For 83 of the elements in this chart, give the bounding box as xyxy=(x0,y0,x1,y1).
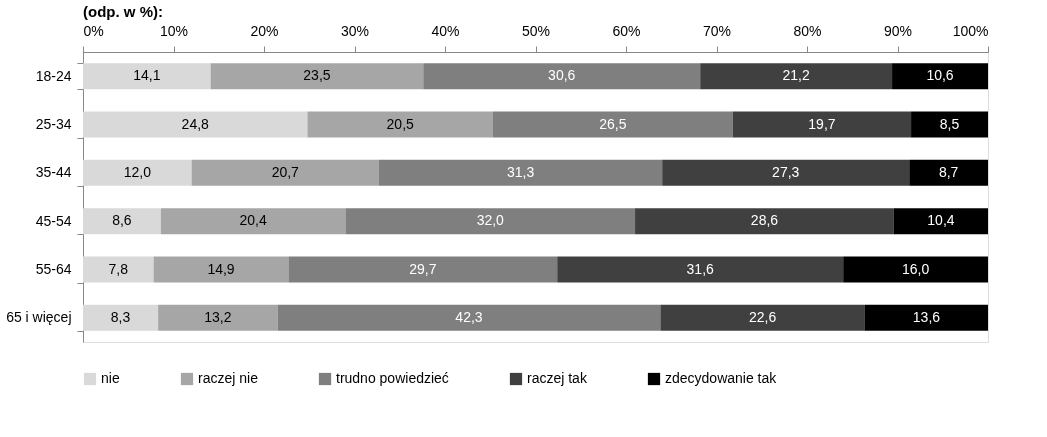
chart-title: (odp. w %): xyxy=(83,3,163,20)
data-label: 19,7 xyxy=(808,115,836,132)
bar xyxy=(492,111,733,138)
x-tick-label: 10% xyxy=(159,22,189,39)
data-label: 14,1 xyxy=(133,67,161,84)
bar xyxy=(83,256,154,283)
data-label: 16,0 xyxy=(901,260,930,277)
bar xyxy=(210,63,424,90)
bar xyxy=(423,63,701,90)
bar xyxy=(911,111,988,138)
legend-label: nie xyxy=(101,370,120,386)
data-label: 10,6 xyxy=(926,67,954,84)
bar xyxy=(864,304,988,331)
bar xyxy=(660,304,865,331)
bar xyxy=(892,63,988,90)
data-label: 23,5 xyxy=(303,67,331,84)
data-label: 26,5 xyxy=(599,115,627,132)
data-label: 8,6 xyxy=(112,212,132,229)
data-label: 20,4 xyxy=(239,212,267,229)
bar xyxy=(277,304,661,331)
data-label: 13,2 xyxy=(204,308,232,325)
bar xyxy=(83,111,308,138)
data-label: 28,6 xyxy=(750,212,779,229)
bar xyxy=(288,256,558,283)
data-label: 29,7 xyxy=(409,260,437,277)
legend-label: trudno powiedzieć xyxy=(336,370,449,386)
data-label: 21,2 xyxy=(782,67,810,84)
x-tick-label: 20% xyxy=(250,22,279,39)
legend-label: zdecydowanie tak xyxy=(665,370,778,386)
bar xyxy=(557,256,844,283)
bar xyxy=(700,63,893,90)
data-label: 42,3 xyxy=(455,308,483,325)
data-label: 13,6 xyxy=(912,308,941,325)
bar xyxy=(893,208,988,235)
bar xyxy=(191,159,379,186)
x-tick-label: 90% xyxy=(883,22,913,39)
bar xyxy=(153,256,289,283)
bar xyxy=(307,111,493,138)
data-label: 7,8 xyxy=(108,260,129,277)
data-label: 14,9 xyxy=(207,260,235,277)
data-label: 32,0 xyxy=(476,212,505,229)
bar xyxy=(732,111,912,138)
data-label: 31,6 xyxy=(686,260,715,277)
data-label: 8,3 xyxy=(110,308,131,325)
y-tick-label: 65 i więcej xyxy=(6,309,72,326)
x-tick-label: 30% xyxy=(340,22,370,39)
x-tick-label: 40% xyxy=(431,22,460,39)
data-label: 12,0 xyxy=(123,163,152,180)
x-tick-label: 50% xyxy=(521,22,551,39)
bar xyxy=(83,304,159,331)
x-tick-label: 100% xyxy=(952,22,989,39)
bar xyxy=(83,208,161,235)
bar xyxy=(378,159,663,186)
data-label: 8,7 xyxy=(938,163,959,180)
x-tick-label: 70% xyxy=(702,22,732,39)
data-label: 10,4 xyxy=(927,212,955,229)
legend-label: raczej tak xyxy=(527,370,588,386)
bar xyxy=(635,208,894,235)
x-tick-label: 0% xyxy=(83,22,104,39)
bar xyxy=(843,256,988,283)
y-tick-label: 35-44 xyxy=(35,164,72,181)
x-tick-label: 80% xyxy=(793,22,822,39)
bar xyxy=(83,159,192,186)
x-tick-label: 60% xyxy=(612,22,641,39)
bar xyxy=(345,208,636,235)
data-label: 30,6 xyxy=(548,67,576,84)
data-label: 8,5 xyxy=(939,115,960,132)
y-tick-label: 45-54 xyxy=(35,212,72,229)
data-label: 31,3 xyxy=(506,163,535,180)
bar xyxy=(160,208,346,235)
y-tick-label: 25-34 xyxy=(35,116,72,132)
legend-label: raczej nie xyxy=(198,370,259,386)
y-tick-label: 18-24 xyxy=(35,67,72,84)
data-label: 22,6 xyxy=(749,308,777,325)
bar xyxy=(909,159,988,186)
bar xyxy=(83,63,211,90)
data-label: 20,5 xyxy=(386,115,415,132)
data-label: 24,8 xyxy=(181,115,210,132)
bar xyxy=(158,304,278,331)
data-label: 27,3 xyxy=(772,163,800,180)
y-tick-label: 55-64 xyxy=(35,261,72,277)
bar xyxy=(662,159,910,186)
data-label: 20,7 xyxy=(271,163,300,180)
